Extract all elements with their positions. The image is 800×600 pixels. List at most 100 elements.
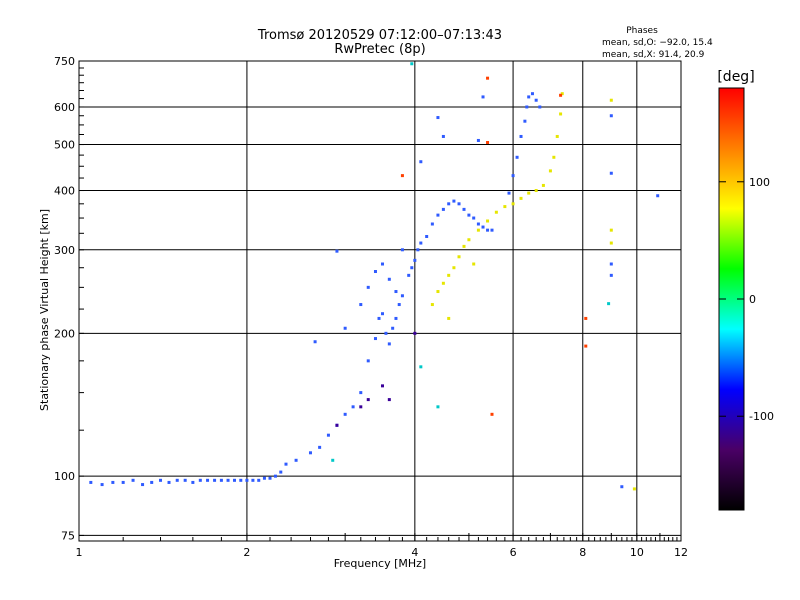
data-point — [387, 398, 391, 402]
data-point — [609, 241, 613, 245]
data-point — [239, 478, 243, 482]
data-point — [490, 228, 494, 232]
data-point — [335, 423, 339, 427]
data-point — [251, 478, 255, 482]
data-point — [462, 244, 466, 248]
y-tick-label: 400 — [54, 185, 75, 198]
x-axis-ticks: 1 2 4 6 8 10 12 — [76, 533, 688, 559]
y-tick-label: 75 — [61, 529, 75, 542]
y-axis-label: Stationary phase Virtual Height [km] — [38, 209, 51, 411]
data-point — [359, 405, 363, 409]
data-point — [486, 219, 490, 223]
data-point — [620, 485, 624, 489]
data-point — [503, 205, 507, 209]
colorbar-tick-label: -100 — [749, 410, 774, 423]
data-point — [609, 114, 613, 118]
data-point — [534, 98, 538, 102]
y-tick-label: 100 — [54, 470, 75, 483]
x-tick-label: 12 — [674, 546, 688, 559]
data-point — [366, 285, 370, 289]
x-tick-label: 6 — [510, 546, 517, 559]
data-point — [452, 266, 456, 270]
y-tick-label: 200 — [54, 327, 75, 340]
data-point — [245, 478, 249, 482]
data-point — [219, 478, 223, 482]
data-point — [430, 222, 434, 226]
phase-stats: Phases mean, sd,O: −92.0, 15.4 mean, sd,… — [602, 26, 713, 60]
data-point — [318, 445, 322, 449]
data-point — [257, 478, 261, 482]
data-point — [273, 474, 277, 478]
data-point — [410, 266, 414, 270]
data-point — [226, 478, 230, 482]
data-point — [121, 480, 125, 484]
scatter-points — [89, 62, 660, 491]
data-point — [609, 228, 613, 232]
data-point — [584, 344, 588, 348]
data-point — [457, 202, 461, 206]
data-point — [523, 119, 527, 123]
data-point — [481, 95, 485, 99]
data-point — [507, 191, 511, 195]
data-point — [607, 302, 611, 306]
data-point — [167, 480, 171, 484]
x-tick-label: 4 — [411, 546, 418, 559]
data-point — [436, 116, 440, 120]
data-point — [284, 462, 288, 466]
data-point — [141, 483, 145, 487]
data-point — [373, 337, 377, 341]
y-axis-ticks: 75 100 200 300 400 500 600 750 — [54, 55, 84, 542]
data-point — [397, 303, 401, 307]
data-point — [380, 384, 384, 388]
data-point — [430, 303, 434, 307]
data-point — [387, 342, 391, 346]
data-point — [366, 359, 370, 363]
data-point — [476, 228, 480, 232]
data-point — [359, 303, 363, 307]
data-point — [413, 258, 417, 262]
phase-stats-heading: Phases — [626, 26, 658, 36]
x-axis-label: Frequency [MHz] — [334, 557, 426, 570]
x-tick-label: 1 — [76, 546, 83, 559]
data-point — [481, 225, 485, 229]
data-point — [559, 93, 563, 97]
data-point — [268, 476, 272, 480]
data-point — [472, 216, 476, 220]
data-point — [326, 433, 330, 437]
data-point — [519, 196, 523, 200]
data-point — [519, 134, 523, 138]
data-point — [419, 241, 423, 245]
y-tick-label: 300 — [54, 244, 75, 257]
grid — [78, 60, 682, 541]
data-point — [380, 312, 384, 316]
data-point — [457, 255, 461, 259]
data-point — [476, 222, 480, 226]
data-point — [490, 412, 494, 416]
data-point — [191, 480, 195, 484]
data-point — [441, 134, 445, 138]
data-point — [447, 273, 451, 277]
data-point — [472, 262, 476, 266]
colorbar-tick-label: 100 — [749, 176, 770, 189]
data-point — [416, 248, 420, 252]
data-point — [359, 391, 363, 395]
chart-title: Tromsø 20120529 07:12:00–07:13:43 — [257, 28, 502, 43]
data-point — [387, 277, 391, 281]
data-point — [407, 273, 411, 277]
data-point — [410, 62, 414, 66]
data-point — [425, 234, 429, 238]
data-point — [609, 171, 613, 175]
y-tick-label: 600 — [54, 101, 75, 114]
data-point — [111, 480, 115, 484]
data-point — [373, 270, 377, 274]
colorbar: [deg] 100 0 -100 — [717, 69, 774, 511]
data-point — [343, 326, 347, 330]
data-point — [447, 316, 451, 320]
data-point — [609, 273, 613, 277]
data-point — [441, 207, 445, 211]
data-point — [308, 451, 312, 455]
data-point — [100, 483, 104, 487]
data-point — [494, 210, 498, 214]
x-tick-label: 10 — [630, 546, 644, 559]
